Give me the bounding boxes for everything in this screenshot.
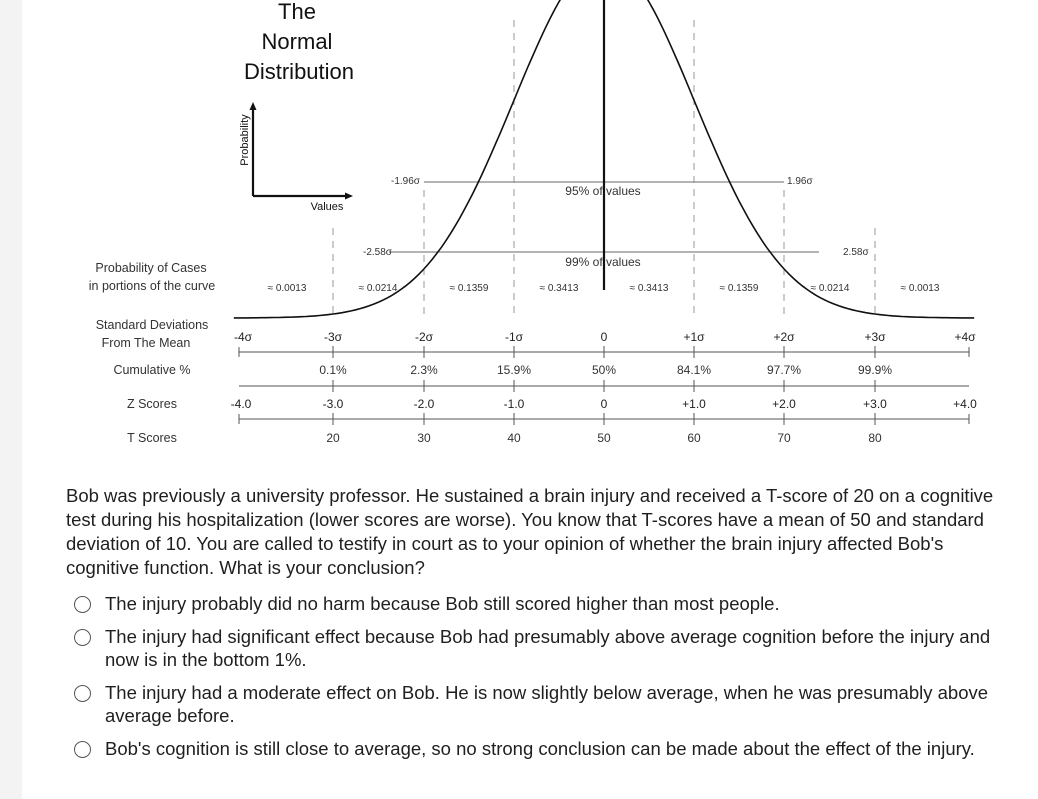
- pos-258-label: 2.58σ: [843, 247, 869, 258]
- z-score-5: 0: [601, 397, 608, 411]
- neg-258-label: -2.58σ: [363, 247, 393, 258]
- t-score-7: 80: [868, 431, 882, 445]
- std-devs-label-2: From The Mean: [102, 336, 191, 350]
- inset-y-label: Probability: [239, 114, 251, 166]
- z-scores-label: Z Scores: [127, 397, 177, 411]
- answer-option-2[interactable]: The injury had significant effect becaus…: [74, 625, 1014, 671]
- radio-button-4[interactable]: [74, 741, 91, 758]
- question-text: Bob was previously a university professo…: [66, 485, 994, 578]
- z-score-3: -2.0: [414, 397, 435, 411]
- inset-x-label: Values: [311, 201, 344, 213]
- pos-196-label: 1.96σ: [787, 176, 813, 187]
- proportion-3: ≈ 0.1359: [450, 283, 489, 294]
- t-score-5: 60: [687, 431, 701, 445]
- cumulative-7: 99.9%: [858, 363, 892, 377]
- ci95-label: 95% of values: [565, 184, 640, 198]
- z-score-8: +3.0: [863, 397, 887, 411]
- cumulative-3: 15.9%: [497, 363, 531, 377]
- probability-cases-label-2: in portions of the curve: [89, 279, 216, 293]
- proportions-row: ≈ 0.0013 ≈ 0.0214 ≈ 0.1359 ≈ 0.3413 ≈ 0.…: [268, 283, 940, 294]
- cumulative-label: Cumulative %: [113, 363, 190, 377]
- proportion-2: ≈ 0.0214: [359, 283, 398, 294]
- answer-option-3[interactable]: The injury had a moderate effect on Bob.…: [74, 681, 1014, 727]
- cumulative-6: 97.7%: [767, 363, 801, 377]
- z-score-6: +1.0: [682, 397, 706, 411]
- proportion-6: ≈ 0.1359: [720, 283, 759, 294]
- std-devs-label-1: Standard Deviations: [96, 318, 209, 332]
- cumulative-5: 84.1%: [677, 363, 711, 377]
- answer-option-1[interactable]: The injury probably did no harm because …: [74, 592, 1014, 615]
- figure-title: The Normal Distribution: [244, 0, 354, 84]
- figure-title-line-3: Distribution: [244, 59, 354, 84]
- answer-option-4[interactable]: Bob's cognition is still close to averag…: [74, 737, 1014, 760]
- proportion-5: ≈ 0.3413: [630, 283, 669, 294]
- figure-title-line-2: Normal: [262, 29, 333, 54]
- t-score-3: 40: [507, 431, 521, 445]
- cumulative-4: 50%: [592, 363, 616, 377]
- t-score-row: 20 30 40 50 60 70 80: [326, 431, 882, 445]
- answer-option-4-label: Bob's cognition is still close to averag…: [105, 738, 975, 759]
- sd-label-2: -3σ: [324, 330, 343, 344]
- row-labels: Probability of Cases in portions of the …: [89, 261, 216, 445]
- figure-title-line-1: The: [278, 0, 316, 24]
- cumulative-2: 2.3%: [410, 363, 438, 377]
- t-score-4: 50: [597, 431, 611, 445]
- answer-option-3-label: The injury had a moderate effect on Bob.…: [105, 682, 989, 726]
- cumulative-1: 0.1%: [319, 363, 347, 377]
- sd-label-1: -4σ: [234, 330, 253, 344]
- sigma-guide-lines: [332, 20, 876, 318]
- radio-button-2[interactable]: [74, 629, 91, 646]
- z-score-7: +2.0: [772, 397, 796, 411]
- neg-196-label: -1.96σ: [391, 176, 421, 187]
- probability-cases-label-1: Probability of Cases: [95, 261, 206, 275]
- z-score-1: -4.0: [231, 397, 252, 411]
- sd-label-8: +3σ: [864, 330, 886, 344]
- normal-distribution-figure: The Normal Distribution Probability Valu…: [89, 0, 978, 445]
- critical-value-labels: -1.96σ 1.96σ -2.58σ 2.58σ: [363, 176, 869, 258]
- z-score-2: -3.0: [323, 397, 344, 411]
- t-scores-label: T Scores: [127, 431, 177, 445]
- z-score-4: -1.0: [504, 397, 525, 411]
- sd-label-9: +4σ: [954, 330, 976, 344]
- t-score-6: 70: [777, 431, 791, 445]
- ci99-label: 99% of values: [565, 255, 640, 269]
- sd-label-5: 0: [601, 330, 608, 344]
- sd-label-3: -2σ: [415, 330, 434, 344]
- radio-button-1[interactable]: [74, 596, 91, 613]
- t-score-2: 30: [417, 431, 431, 445]
- answer-option-1-label: The injury probably did no harm because …: [105, 593, 780, 614]
- sd-label-6: +1σ: [683, 330, 705, 344]
- std-dev-row: -4σ -3σ -2σ -1σ 0 +1σ +2σ +3σ +4σ: [234, 330, 976, 344]
- inset-axes: Probability Values: [239, 102, 353, 213]
- cumulative-row: 0.1% 2.3% 15.9% 50% 84.1% 97.7% 99.9%: [319, 363, 892, 377]
- scale-rules: [238, 346, 970, 425]
- sd-label-4: -1σ: [505, 330, 524, 344]
- proportion-8: ≈ 0.0013: [901, 283, 940, 294]
- t-score-1: 20: [326, 431, 340, 445]
- proportion-7: ≈ 0.0214: [811, 283, 850, 294]
- proportion-1: ≈ 0.0013: [268, 283, 307, 294]
- z-score-row: -4.0 -3.0 -2.0 -1.0 0 +1.0 +2.0 +3.0 +4.…: [231, 397, 978, 411]
- bell-curve: [233, 0, 975, 319]
- answer-options: The injury probably did no harm because …: [74, 592, 1014, 770]
- radio-button-3[interactable]: [74, 685, 91, 702]
- proportion-4: ≈ 0.3413: [540, 283, 579, 294]
- sd-label-7: +2σ: [773, 330, 795, 344]
- answer-option-2-label: The injury had significant effect becaus…: [105, 626, 991, 670]
- left-margin-strip: [0, 0, 22, 799]
- z-score-9: +4.0: [953, 397, 977, 411]
